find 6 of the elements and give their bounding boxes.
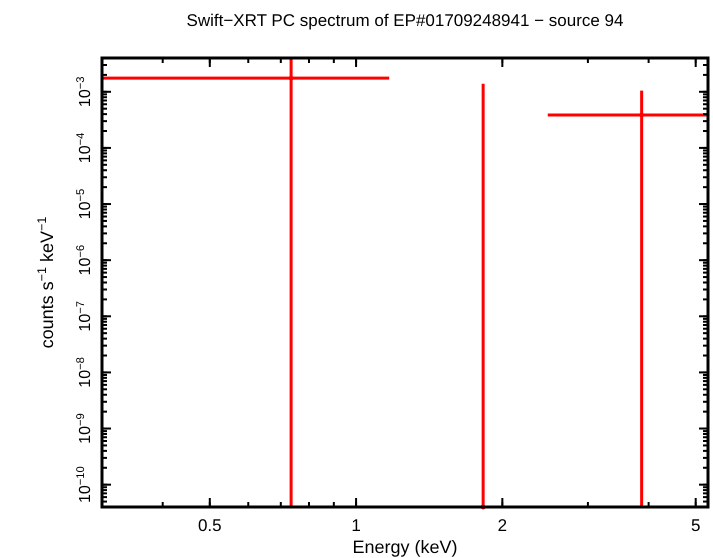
- x-axis-title: Energy (keV): [352, 537, 458, 557]
- x-tick-label: 1: [351, 516, 361, 535]
- chart-title: Swift−XRT PC spectrum of EP#01709248941 − source 94: [186, 11, 624, 30]
- x-tick-label: 5: [690, 516, 700, 535]
- x-tick-label: 0.5: [198, 516, 222, 535]
- x-tick-label: 2: [498, 516, 508, 535]
